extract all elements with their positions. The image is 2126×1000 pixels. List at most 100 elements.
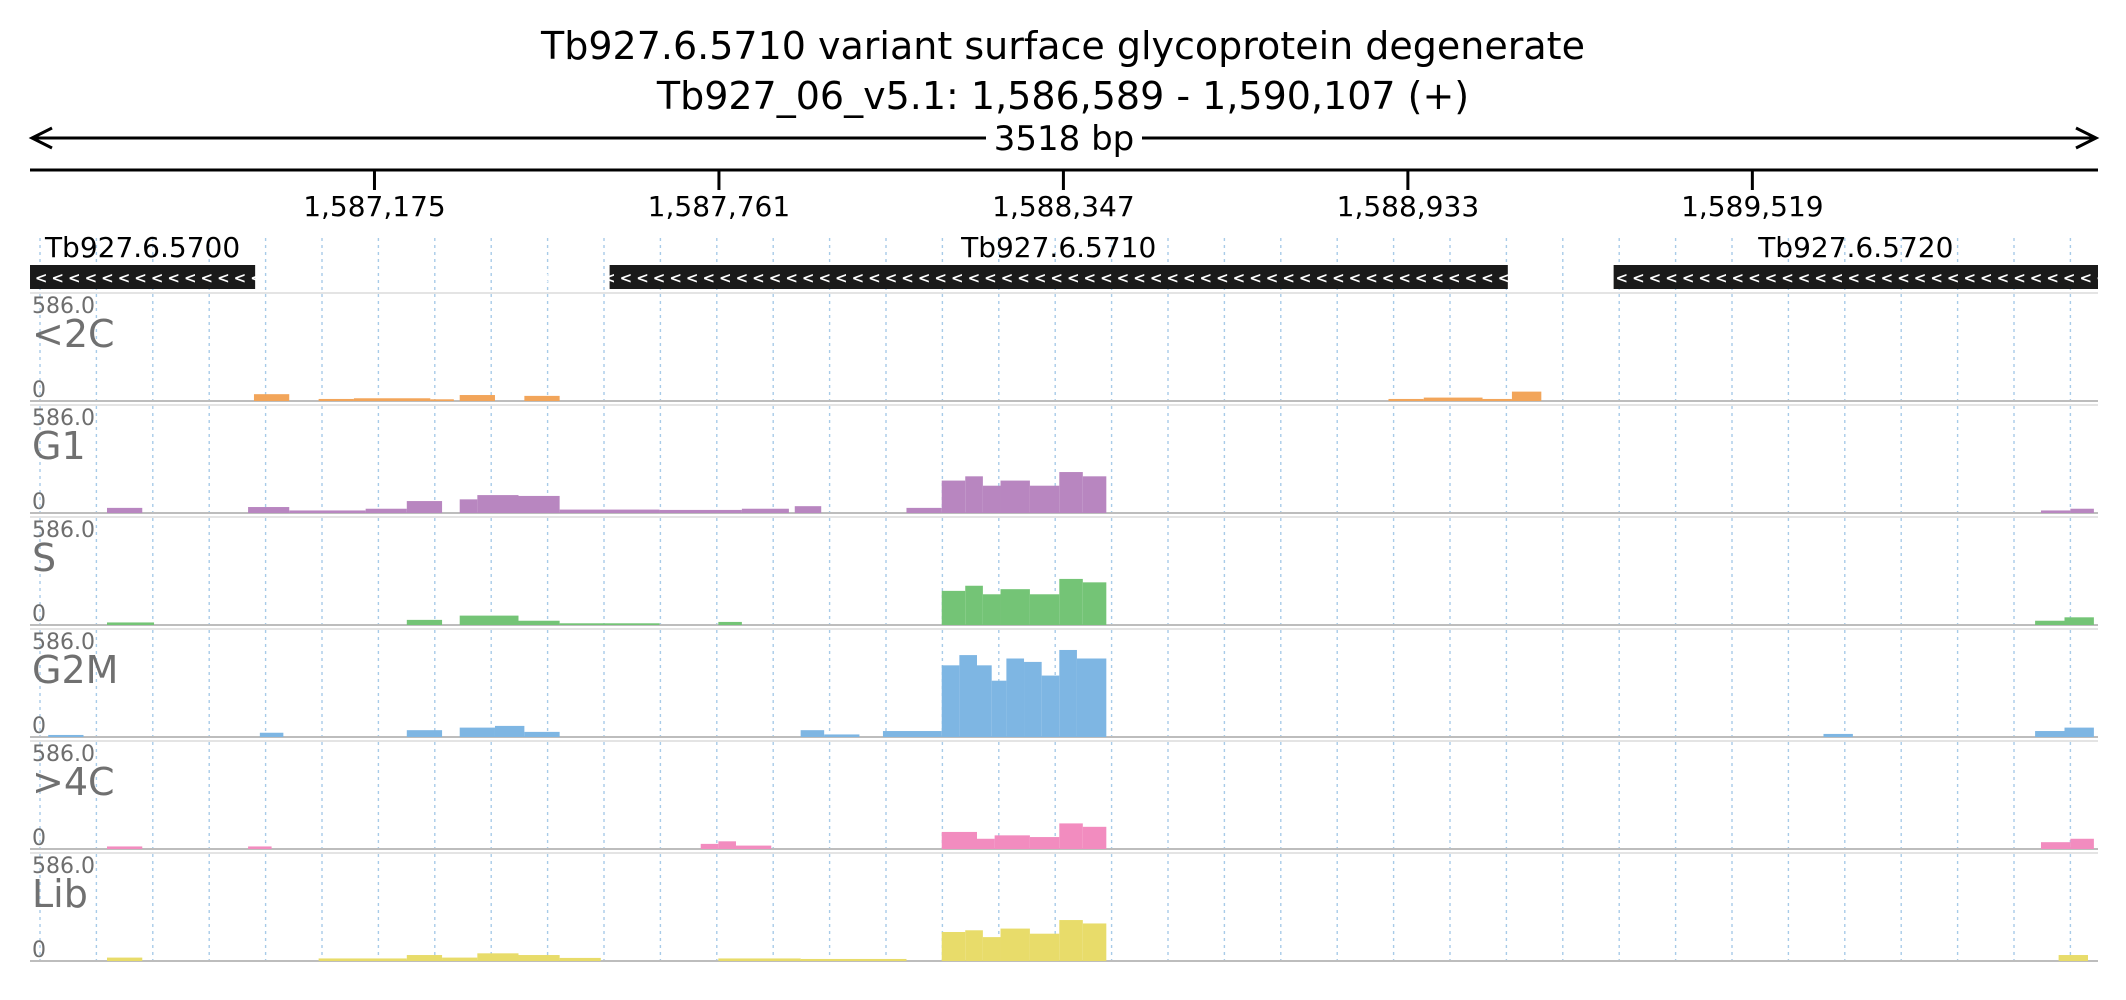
coverage-bar bbox=[1482, 398, 1512, 401]
gene-label: Tb927.6.5720 bbox=[1757, 231, 1953, 264]
coverage-bar bbox=[1388, 398, 1424, 401]
track-name-label: S bbox=[32, 536, 56, 580]
ruler-tick-label: 1,588,933 bbox=[1337, 190, 1480, 223]
coverage-bar bbox=[941, 665, 960, 737]
track-name-label: G1 bbox=[32, 424, 86, 468]
chart-title: Tb927.6.5710 variant surface glycoprotei… bbox=[541, 24, 1585, 68]
coverage-bar bbox=[518, 620, 560, 625]
ruler-tick-label: 1,589,519 bbox=[1681, 190, 1824, 223]
gene-label: Tb927.6.5710 bbox=[960, 231, 1156, 264]
span-arrow-left-head bbox=[28, 126, 53, 150]
coverage-bar bbox=[1082, 826, 1107, 849]
coverage-bar bbox=[1059, 823, 1083, 849]
coverage-bar bbox=[1041, 675, 1060, 737]
coverage-bar bbox=[107, 507, 143, 513]
track-min-label: 0 bbox=[32, 826, 46, 851]
coverage-bar bbox=[365, 508, 407, 513]
coverage-bar bbox=[442, 957, 478, 961]
ruler-tick-label: 1,587,761 bbox=[648, 190, 791, 223]
track-min-label: 0 bbox=[32, 714, 46, 739]
track-min-label: 0 bbox=[32, 938, 46, 963]
coverage-bar bbox=[741, 508, 789, 513]
coverage-bar bbox=[1082, 923, 1107, 961]
coverage-bar bbox=[406, 619, 443, 625]
coverage-bar bbox=[965, 930, 983, 961]
coverage-bar bbox=[1000, 480, 1030, 513]
track-max-label: 586.0 bbox=[32, 406, 95, 431]
track-name-label: G2M bbox=[32, 648, 118, 692]
coverage-bar bbox=[107, 957, 143, 961]
coverage-bar bbox=[477, 953, 519, 961]
coverage-bar bbox=[882, 731, 942, 737]
coverage-bar bbox=[700, 843, 719, 849]
coverage-bar bbox=[1059, 649, 1077, 737]
coverage-bar bbox=[289, 510, 366, 513]
coverage-bar bbox=[2035, 731, 2065, 737]
coverage-bar bbox=[941, 480, 966, 513]
coverage-bar bbox=[406, 730, 443, 737]
coverage-bar bbox=[1059, 920, 1083, 961]
coverage-bar bbox=[718, 621, 742, 625]
coverage-bar bbox=[1029, 933, 1060, 961]
coverage-bar bbox=[518, 955, 560, 961]
span-label-background bbox=[986, 118, 1142, 158]
track-max-label: 586.0 bbox=[32, 742, 95, 767]
coverage-bar bbox=[1059, 472, 1083, 513]
coverage-bar bbox=[718, 958, 801, 961]
coverage-bar bbox=[982, 594, 1001, 625]
coverage-bar bbox=[2070, 838, 2094, 849]
coverage-bar bbox=[959, 655, 978, 737]
coverage-bar bbox=[406, 501, 443, 513]
coverage-bar bbox=[248, 846, 272, 849]
coverage-bar bbox=[2070, 508, 2094, 513]
coverage-bar bbox=[794, 506, 822, 513]
coverage-bar bbox=[107, 846, 143, 849]
coverage-bar bbox=[2040, 842, 2071, 849]
coverage-bar bbox=[318, 958, 407, 961]
coverage-bar bbox=[2040, 510, 2071, 513]
track-max-label: 586.0 bbox=[32, 854, 95, 879]
coverage-bar bbox=[2035, 620, 2065, 625]
coverage-bar bbox=[107, 622, 155, 625]
track-max-label: 586.0 bbox=[32, 518, 95, 543]
coverage-bar bbox=[982, 485, 1001, 513]
coverage-bar bbox=[559, 623, 660, 625]
coverage-bar bbox=[1029, 485, 1060, 513]
coverage-bar bbox=[477, 495, 519, 513]
span-label: 3518 bp bbox=[994, 119, 1135, 159]
coverage-bar bbox=[965, 476, 983, 513]
coverage-bar bbox=[718, 841, 736, 849]
coverage-bar bbox=[259, 732, 284, 737]
coverage-bar bbox=[977, 665, 992, 737]
coverage-bar bbox=[2064, 727, 2094, 737]
gene-feature bbox=[1613, 265, 2098, 289]
coverage-bar bbox=[518, 495, 560, 513]
coverage-bar bbox=[991, 680, 1007, 737]
coverage-bar bbox=[965, 585, 983, 625]
coverage-bar bbox=[1823, 733, 1853, 737]
coverage-bar bbox=[459, 395, 495, 401]
coverage-bar bbox=[735, 845, 772, 849]
region-locus-title: Tb927_06_v5.1: 1,586,589 - 1,590,107 (+) bbox=[656, 74, 1470, 118]
coverage-bar bbox=[1059, 578, 1083, 625]
coverage-bar bbox=[1511, 391, 1542, 401]
coverage-bar bbox=[977, 838, 995, 849]
coverage-bar bbox=[1024, 661, 1042, 737]
coverage-bar bbox=[459, 727, 495, 737]
track-name-label: Lib bbox=[32, 872, 88, 916]
coverage-bar bbox=[1423, 397, 1483, 401]
gene-strand-arrows: <<<<<<<<<<<<<<<<<<<<<<<<<<<<<<<<<<<<<<<<… bbox=[520, 269, 1597, 287]
track-min-label: 0 bbox=[32, 378, 46, 403]
coverage-bar bbox=[459, 499, 478, 513]
coverage-bar bbox=[941, 931, 966, 961]
track-name-label: <2C bbox=[32, 312, 115, 356]
coverage-bar bbox=[1029, 837, 1060, 849]
gene-label: Tb927.6.5700 bbox=[44, 231, 240, 264]
coverage-bar bbox=[941, 831, 978, 849]
coverage-bar bbox=[459, 615, 519, 625]
span-arrow-right-head bbox=[2075, 126, 2100, 150]
coverage-bar bbox=[253, 394, 290, 401]
gene-feature bbox=[609, 265, 1508, 289]
coverage-bar bbox=[994, 835, 1030, 849]
coverage-bar bbox=[982, 937, 1001, 961]
